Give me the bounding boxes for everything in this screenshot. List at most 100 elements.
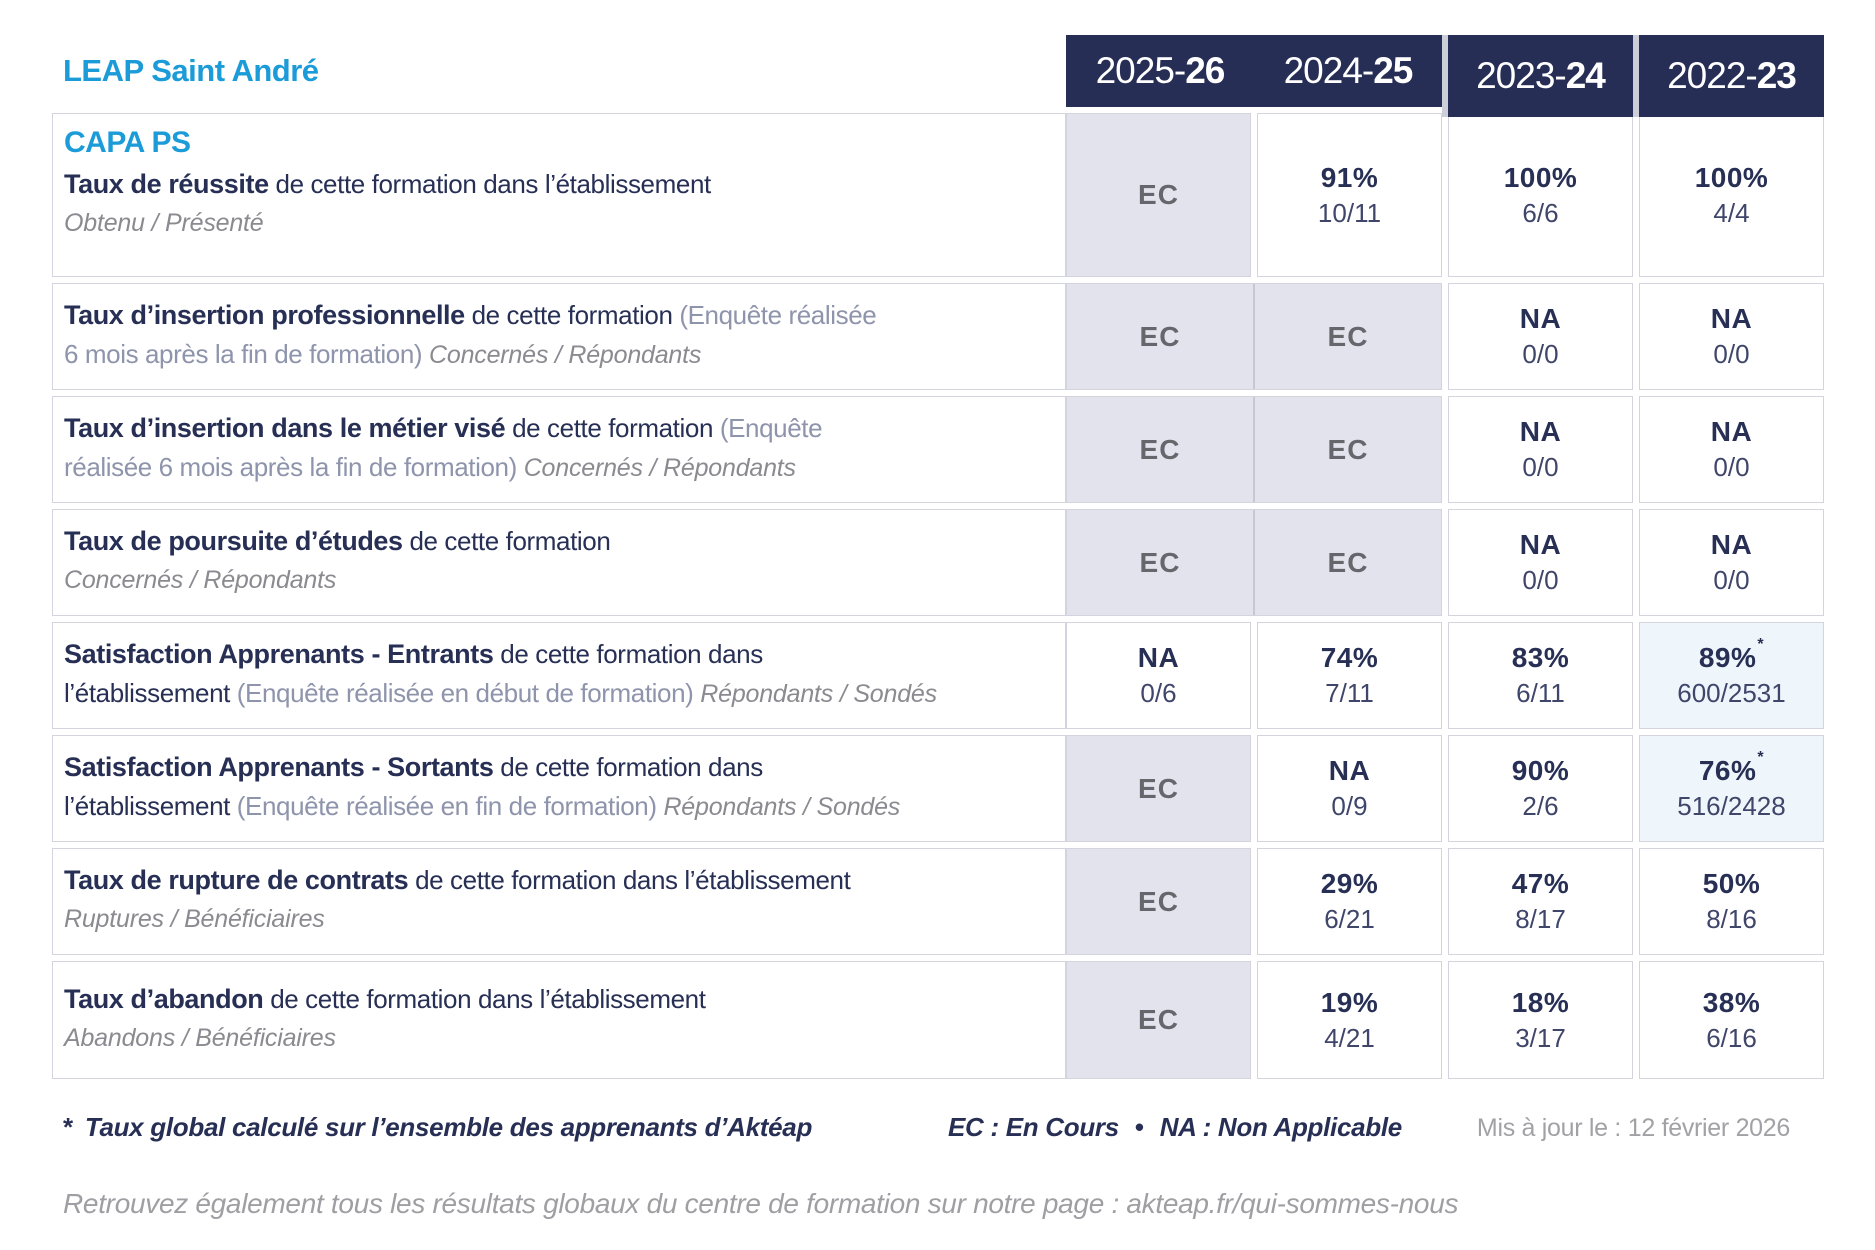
label-line: Satisfaction Apprenants - Entrants de ce…	[64, 637, 1047, 676]
label-line: Taux de rupture de contrats de cette for…	[64, 863, 1047, 902]
value-cell-2023-24: NA 0/0	[1448, 396, 1633, 503]
value-text: NA	[1519, 416, 1562, 447]
label-line: Taux d’insertion professionnelle de cett…	[64, 298, 1047, 337]
value-fraction: 0/6	[1140, 678, 1177, 708]
global-results-note: Retrouvez également tous les résultats g…	[63, 1188, 1459, 1219]
value-cell-2022-23: 100% 4/4	[1639, 113, 1824, 277]
label-text: Ruptures / Bénéficiaires	[64, 905, 325, 933]
label-line: Taux de poursuite d’études de cette form…	[64, 524, 1047, 563]
value-fraction: 6/16	[1706, 1022, 1757, 1053]
value-text: EC	[1138, 885, 1179, 917]
value-fraction: 0/0	[1522, 452, 1559, 482]
row-values: EC NA 0/9 90% 2/6 76%* 516/2428	[1066, 735, 1824, 842]
value-fraction: 6/6	[1522, 197, 1559, 228]
year-header-2022-23: 2022- 23	[1633, 35, 1824, 117]
label-text: de cette formation dans l’établissement	[268, 169, 712, 199]
label-text: Taux d’insertion professionnelle	[64, 299, 465, 330]
last-updated-date: Mis à jour le : 12 février 2026	[1476, 1114, 1790, 1142]
value-cell-2024-25: 74% 7/11	[1257, 622, 1442, 729]
label-text: Taux d’insertion dans le métier visé	[64, 412, 506, 443]
value-cell-2025-26: EC	[1067, 284, 1253, 389]
label-text: Concernés / Répondants	[64, 566, 337, 594]
value-cell-2022-23: 89%* 600/2531	[1639, 622, 1824, 729]
label-line: l’établissement (Enquête réalisée en déb…	[64, 676, 1047, 715]
row-label: Taux d’insertion professionnelle de cett…	[52, 283, 1066, 390]
value-cell-2023-24: 90% 2/6	[1448, 735, 1633, 842]
legend-na: NA : Non Applicable	[1159, 1112, 1403, 1142]
value-text: EC	[1138, 772, 1179, 804]
year-label-bold: 24	[1565, 55, 1606, 96]
label-line: l’établissement (Enquête réalisée en fin…	[64, 789, 1047, 828]
label-text: de cette formation dans l’établissement	[408, 865, 851, 895]
year-label: 2023-	[1476, 55, 1567, 96]
value-cell-2024-25: EC	[1253, 510, 1441, 615]
label-text: (Enquête	[719, 412, 823, 443]
organization-title: LEAP Saint André	[63, 53, 319, 88]
label-text: Taux de rupture de contrats	[64, 865, 409, 895]
row-label: Taux d’abandon de cette formation dans l…	[52, 961, 1066, 1079]
value-fraction: 0/0	[1522, 339, 1559, 369]
value-cell-2022-23: NA 0/0	[1639, 509, 1824, 616]
table-row-taux-insertion-professionnelle: Taux d’insertion professionnelle de cett…	[52, 283, 1824, 390]
value-cell-2025-26: EC	[1066, 113, 1251, 277]
value-text: NA	[1519, 303, 1562, 334]
value-cell-2025-26: EC	[1066, 961, 1251, 1079]
label-line: réalisée 6 mois après la fin de formatio…	[64, 450, 1047, 489]
label-text: de cette formation	[464, 299, 680, 330]
value-cell-2025-26: EC	[1066, 735, 1251, 842]
table-row-taux-abandon: Taux d’abandon de cette formation dans l…	[52, 961, 1824, 1079]
value-cell-2022-23: NA 0/0	[1639, 396, 1824, 503]
value-text: 76%*	[1698, 749, 1765, 787]
year-header-2025-26: 2025-26	[1066, 50, 1254, 92]
value-cell-2024-25: 29% 6/21	[1257, 848, 1442, 955]
label-line: Ruptures / Bénéficiaires	[64, 902, 1047, 940]
label-line: Obtenu / Présenté	[64, 206, 1047, 244]
label-text: de cette formation dans l’établissement	[263, 983, 706, 1014]
value-text: NA	[1710, 529, 1753, 560]
value-text: EC	[1138, 1004, 1179, 1035]
table-row-taux-de-reussite: CAPA PS Taux de réussite de cette formati…	[52, 113, 1824, 277]
row-values: EC EC NA 0/0 NA 0/0	[1066, 283, 1824, 390]
value-text: NA	[1710, 416, 1753, 447]
label-text: Concernés / Répondants	[523, 453, 796, 482]
value-pair: EC EC	[1066, 283, 1442, 390]
value-text: 90%	[1511, 755, 1570, 786]
value-fraction: 2/6	[1522, 791, 1559, 821]
year-label-bold: 23	[1756, 55, 1797, 96]
value-text: EC	[1138, 179, 1179, 210]
value-fraction: 7/11	[1325, 678, 1374, 708]
year-label: 2025-	[1095, 50, 1187, 91]
value-text: NA	[1137, 642, 1180, 673]
label-text: Répondants / Sondés	[700, 679, 937, 708]
footnote-star: *	[63, 1112, 73, 1142]
value-text: NA	[1519, 529, 1562, 560]
value-pair: NA 0/6 74% 7/11	[1066, 622, 1442, 729]
value-fraction: 0/0	[1713, 452, 1750, 482]
row-values: EC 29% 6/21 47% 8/17 50% 8/16	[1066, 848, 1824, 955]
label-text: Satisfaction Apprenants - Sortants	[64, 751, 494, 782]
value-pair: EC NA 0/9	[1066, 735, 1442, 842]
label-text: de cette formation dans	[493, 638, 763, 669]
year-label: 2022-	[1667, 55, 1758, 96]
label-text: Taux d’abandon	[64, 983, 264, 1014]
value-text: EC	[1139, 320, 1181, 352]
label-line: Abandons / Bénéficiaires	[64, 1021, 1047, 1059]
value-cell-2023-24: 100% 6/6	[1448, 113, 1633, 277]
label-text: de cette formation	[402, 526, 611, 556]
table-header: LEAP Saint André 2025-26 2024-25 2023- 24…	[52, 35, 1824, 117]
value-cell-2022-23: 38% 6/16	[1639, 961, 1824, 1079]
row-label: Taux d’insertion dans le métier visé de …	[52, 396, 1066, 503]
value-cell-2023-24: 18% 3/17	[1448, 961, 1633, 1079]
label-text: (Enquête réalisée en fin de formation)	[236, 790, 664, 821]
value-pair: EC EC	[1066, 396, 1442, 503]
value-cell-2023-24: NA 0/0	[1448, 283, 1633, 390]
row-label: Satisfaction Apprenants - Entrants de ce…	[52, 622, 1066, 729]
label-text: (Enquête réalisée en début de formation)	[236, 677, 701, 708]
label-text: l’établissement	[64, 677, 237, 708]
value-cell-2025-26: EC	[1066, 848, 1251, 955]
label-line: Taux de réussite de cette formation dans…	[64, 167, 1047, 206]
value-text: EC	[1327, 546, 1369, 578]
table-row-taux-insertion-metier-vise: Taux d’insertion dans le métier visé de …	[52, 396, 1824, 503]
value-text: 74%	[1320, 642, 1379, 673]
value-fraction: 6/21	[1324, 904, 1375, 934]
